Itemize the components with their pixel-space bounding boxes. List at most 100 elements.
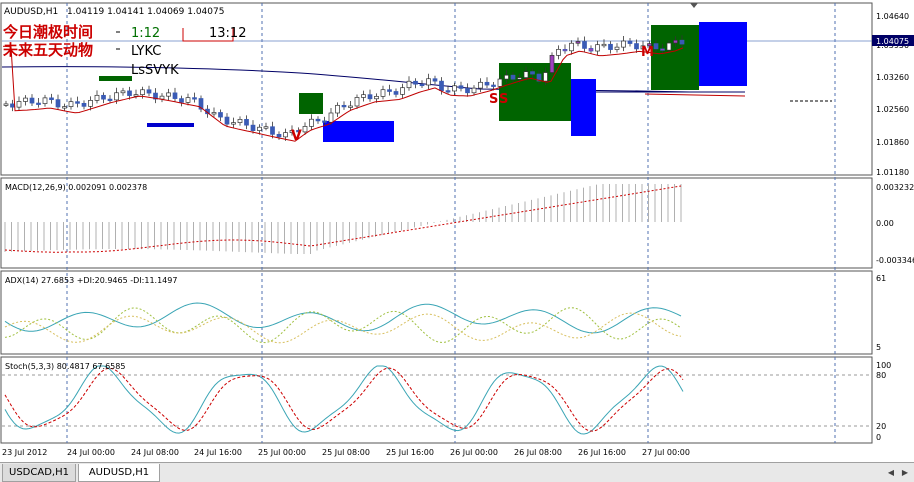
stoch-tick: 20 xyxy=(876,422,886,431)
candle-body xyxy=(49,97,54,100)
candle-body xyxy=(530,71,535,75)
candle-body xyxy=(361,94,366,98)
chart-window[interactable]: V S S M AUDUSD,H1 1.04119 1.04141 1.0406… xyxy=(0,0,914,462)
candle-body xyxy=(3,103,9,106)
chart-canvas[interactable]: V S S M AUDUSD,H1 1.04119 1.04141 1.0406… xyxy=(0,0,914,462)
current-price-label: 1.04075 xyxy=(876,37,909,46)
zone-green-small xyxy=(99,76,132,81)
candle-body xyxy=(426,78,431,86)
stoch-tick: 80 xyxy=(876,371,886,380)
candle-body xyxy=(114,92,119,101)
candle-body xyxy=(276,133,282,138)
candle-body xyxy=(81,102,87,107)
candle-body xyxy=(439,80,444,91)
candle-body xyxy=(491,84,496,87)
time-label: 25 Jul 00:00 xyxy=(258,448,306,457)
candle-body xyxy=(510,74,516,80)
macd-signal-line xyxy=(4,185,682,253)
time-label: 26 Jul 00:00 xyxy=(450,448,498,457)
candle-body xyxy=(257,126,262,131)
candle-body xyxy=(634,43,639,50)
candle-body xyxy=(231,122,236,125)
adx-minus-di-line xyxy=(4,312,682,344)
scroll-right-icon[interactable]: ▶ xyxy=(901,468,909,477)
candle-body xyxy=(497,78,503,87)
zone-blue-2 xyxy=(571,79,596,136)
time-axis: 23 Jul 2012 24 Jul 00:00 24 Jul 08:00 24… xyxy=(2,448,690,457)
stoch-tick: 0 xyxy=(876,433,881,442)
candle-body xyxy=(666,42,672,51)
candle-body xyxy=(62,106,67,109)
candle-body xyxy=(517,77,522,80)
candle-body xyxy=(549,55,555,73)
zone-green-3 xyxy=(651,25,699,90)
zone-blue-1 xyxy=(323,121,394,142)
symbol-info: AUDUSD,H1 xyxy=(4,7,58,17)
candle-body xyxy=(595,44,600,52)
candle-body xyxy=(569,42,574,52)
candle-body xyxy=(367,94,373,100)
time-label: 25 Jul 08:00 xyxy=(322,448,370,457)
price-axis: 1.04640 1.03950 1.03260 1.02560 1.01860 … xyxy=(872,12,914,177)
time-label: 24 Jul 08:00 xyxy=(131,448,179,457)
stoch-pane[interactable] xyxy=(0,356,873,444)
time-label: 26 Jul 08:00 xyxy=(514,448,562,457)
candle-body xyxy=(465,88,470,94)
ohlc-info: 1.04119 1.04141 1.04069 1.04075 xyxy=(67,7,224,17)
candle-body xyxy=(159,95,165,100)
stoch-label: Stoch(5,3,3) 80.4817 67.6585 xyxy=(5,362,125,371)
tab-audusd[interactable]: AUDUSD,H1 xyxy=(78,464,160,482)
candle-body xyxy=(419,83,425,87)
adx-label: ADX(14) 27.6853 +DI:20.9465 -DI:11.1497 xyxy=(5,276,177,285)
candle-body xyxy=(341,104,347,108)
adx-tick: 61 xyxy=(876,274,886,283)
chart-shift-marker xyxy=(690,3,698,8)
macd-pane[interactable] xyxy=(0,177,873,269)
zone-green-1 xyxy=(299,93,323,114)
candle-body xyxy=(640,45,646,50)
candle-body xyxy=(406,80,412,89)
candle-body xyxy=(322,120,327,123)
tab-usdcad[interactable]: USDCAD,H1 xyxy=(2,464,76,482)
time-label: 25 Jul 16:00 xyxy=(386,448,434,457)
candle-body xyxy=(354,97,360,107)
candle-body xyxy=(575,41,581,44)
candle-body xyxy=(484,81,490,86)
candle-body xyxy=(400,87,405,95)
candle-body xyxy=(133,94,139,97)
candle-body xyxy=(88,100,93,107)
candle-body xyxy=(348,105,353,108)
price-tick: 1.03260 xyxy=(876,73,909,82)
candle-body xyxy=(627,40,633,44)
extra-value: LsSVYK xyxy=(131,63,179,78)
tide-bracket xyxy=(182,28,234,42)
current-price-badge xyxy=(872,35,914,46)
candle-body xyxy=(107,98,113,101)
candle-body xyxy=(582,41,587,49)
candle-body xyxy=(608,43,613,50)
adx-plus-di-line xyxy=(4,307,682,344)
candle-body xyxy=(237,119,243,123)
candle-body xyxy=(315,118,321,122)
candle-body xyxy=(36,102,41,105)
scroll-left-icon[interactable]: ◀ xyxy=(887,468,895,477)
candle-body xyxy=(413,80,418,85)
candle-body xyxy=(68,101,74,107)
chart-tab-bar: USDCAD,H1 AUDUSD,H1 ◀ ▶ xyxy=(0,462,914,482)
candle-body xyxy=(380,89,386,97)
candle-body xyxy=(432,78,438,82)
s-marker: S xyxy=(489,92,498,107)
time-label: 26 Jul 16:00 xyxy=(578,448,626,457)
candle-body xyxy=(309,118,314,127)
m-marker: M xyxy=(641,45,654,60)
ma-short-line xyxy=(2,45,684,142)
v-marker: V xyxy=(291,128,302,144)
candle-body xyxy=(335,104,340,114)
candle-body xyxy=(23,97,28,102)
candle-body xyxy=(614,46,620,50)
candle-body xyxy=(504,74,509,80)
adx-pane[interactable] xyxy=(0,270,873,355)
candle-body xyxy=(387,89,392,92)
price-tick: 1.01180 xyxy=(876,168,909,177)
candle-body xyxy=(29,97,35,104)
